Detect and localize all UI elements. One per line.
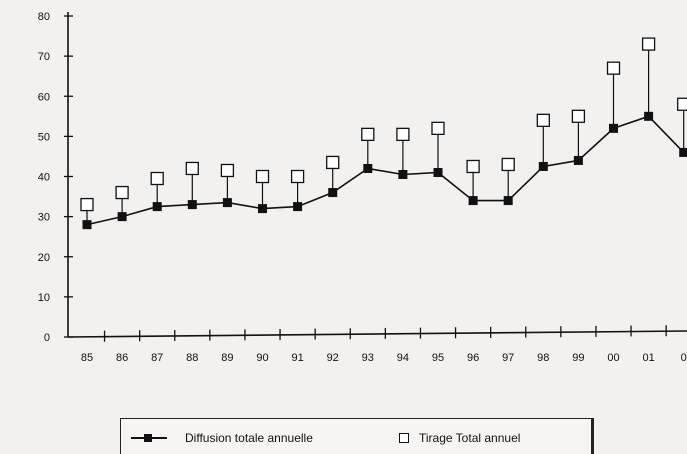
- x-tick-label: 00: [607, 352, 619, 364]
- x-tick-label: 88: [186, 352, 198, 364]
- x-tick-label: 87: [151, 352, 163, 364]
- diffusion-point: [433, 167, 443, 177]
- legend-filled-square-marker: [131, 432, 167, 444]
- x-axis: [67, 330, 687, 338]
- x-tick-label: 92: [327, 352, 339, 364]
- diffusion-point: [468, 196, 478, 206]
- diffusion-point: [187, 200, 197, 210]
- y-tick-label: 70: [38, 51, 50, 63]
- diffusion-point: [293, 202, 303, 212]
- tirage-point: [641, 37, 656, 51]
- x-tick-label: 98: [537, 352, 549, 364]
- chart-legend: Diffusion totale annuelle Tirage Total a…: [120, 418, 594, 454]
- legend-open-square-marker: [399, 433, 409, 443]
- x-tick-label: 89: [221, 352, 233, 364]
- x-tick-label: 85: [81, 352, 93, 364]
- tirage-point: [606, 61, 621, 75]
- diffusion-point: [152, 202, 162, 212]
- y-tick-label: 10: [38, 292, 50, 304]
- y-tick-label: 40: [38, 172, 50, 184]
- tirage-point: [185, 161, 199, 176]
- x-tick-label: 96: [467, 352, 479, 364]
- tirage-point: [150, 171, 164, 186]
- diffusion-point: [328, 188, 338, 198]
- x-tick-label: 93: [362, 352, 374, 364]
- diffusion-point: [117, 212, 127, 222]
- diffusion-point: [644, 111, 654, 121]
- tirage-point: [290, 169, 305, 184]
- y-tick-label: 30: [38, 212, 50, 224]
- x-tick-label: 90: [256, 352, 268, 364]
- x-tick-label: 95: [432, 352, 444, 364]
- legend-label-diffusion: Diffusion totale annuelle: [185, 431, 313, 445]
- y-tick-label: 80: [38, 11, 50, 23]
- tirage-point: [501, 157, 515, 172]
- diffusion-point: [222, 198, 232, 208]
- x-tick-label: 91: [291, 352, 303, 364]
- tirage-point: [571, 109, 586, 123]
- legend-item-diffusion: Diffusion totale annuelle: [131, 431, 313, 445]
- diffusion-point: [363, 163, 373, 173]
- tirage-point: [80, 197, 94, 212]
- tirage-point: [536, 113, 550, 127]
- diffusion-point: [538, 161, 548, 171]
- legend-label-tirage: Tirage Total annuel: [419, 431, 521, 445]
- tirage-point: [396, 127, 410, 142]
- diffusion-point: [609, 123, 618, 133]
- x-tick-label: 94: [397, 352, 409, 364]
- tirage-point: [677, 97, 687, 111]
- x-tick-label: 99: [572, 352, 584, 364]
- x-tick-label: 86: [116, 352, 128, 364]
- series-line-diffusion: [86, 115, 685, 226]
- x-tick-label: 0: [681, 352, 687, 364]
- tirage-point: [361, 127, 375, 142]
- diffusion-point: [679, 147, 687, 157]
- legend-item-tirage: Tirage Total annuel: [399, 431, 520, 445]
- tirage-point: [431, 121, 445, 135]
- tirage-point: [326, 155, 340, 170]
- diffusion-point: [573, 155, 583, 165]
- y-tick-label: 20: [38, 252, 50, 264]
- y-tick-label: 0: [44, 332, 50, 344]
- diffusion-point: [398, 169, 408, 179]
- tirage-point: [220, 163, 235, 178]
- tirage-point: [115, 185, 129, 200]
- y-tick-label: 50: [38, 131, 50, 143]
- diffusion-point: [503, 196, 513, 206]
- tirage-point: [255, 169, 270, 184]
- x-tick-label: 97: [502, 352, 514, 364]
- diffusion-point: [82, 220, 92, 230]
- y-tick-label: 60: [38, 91, 50, 103]
- tirage-point: [466, 159, 480, 174]
- x-tick-label: 01: [642, 352, 654, 364]
- diffusion-point: [258, 204, 267, 214]
